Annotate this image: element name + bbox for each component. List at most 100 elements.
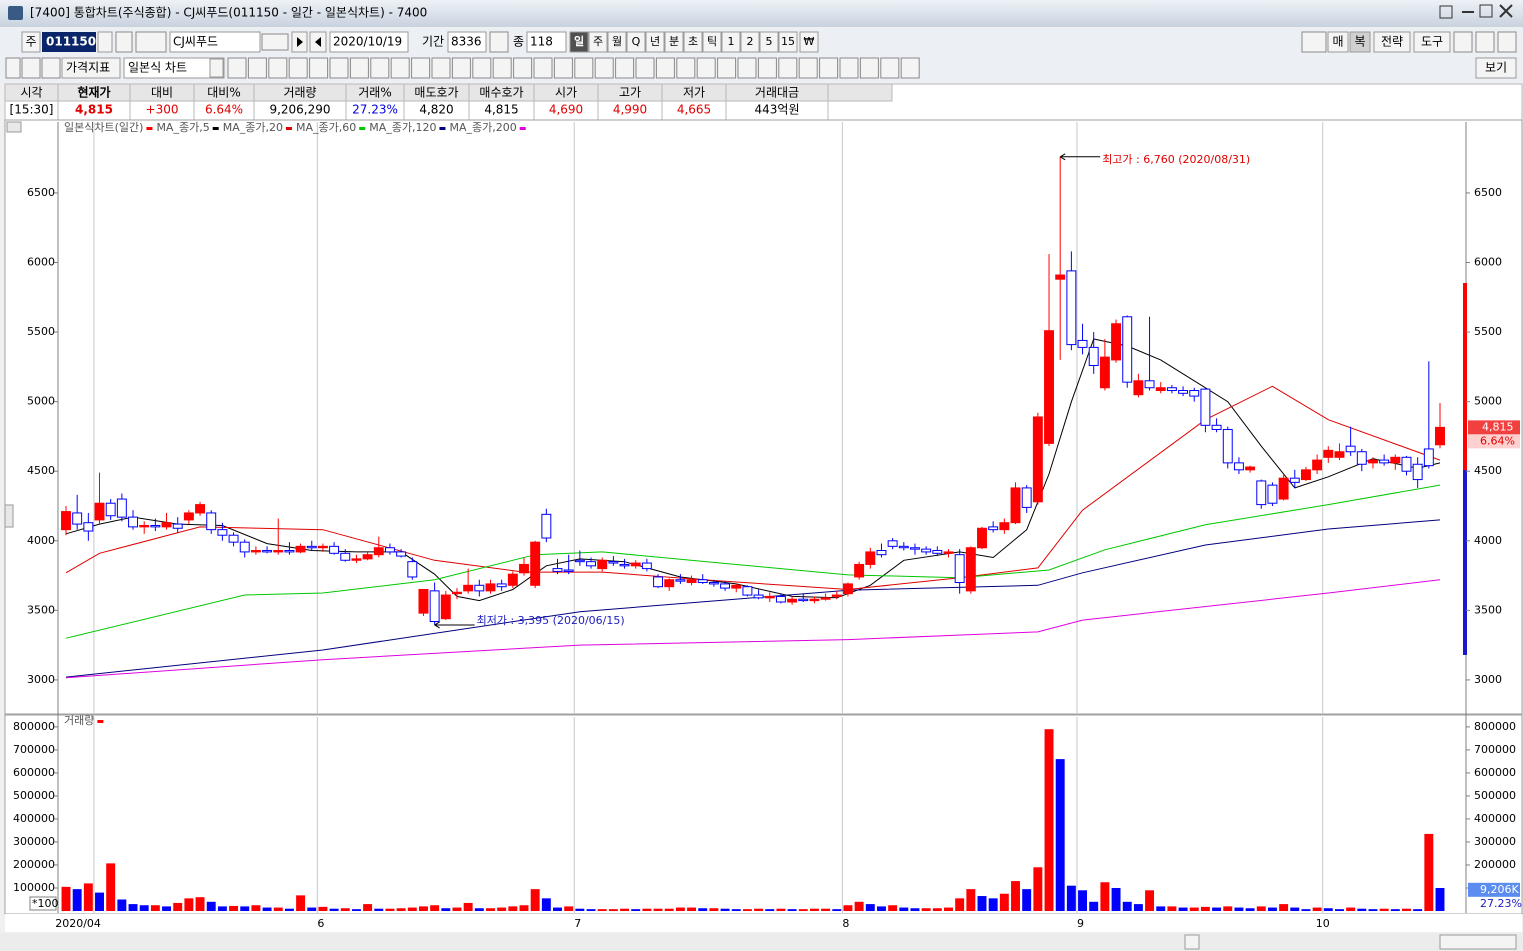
search-button[interactable] [115,31,133,53]
draw-tool[interactable] [757,57,777,79]
count-input[interactable] [526,31,567,53]
volume-bar [731,909,741,911]
edit-button[interactable] [41,57,61,79]
restore-button[interactable] [1439,5,1453,19]
draw-tool[interactable] [268,57,288,79]
candle-body [787,598,798,603]
legend-marker [359,127,366,130]
scroll-button[interactable] [1184,934,1200,950]
y2-tick-label: 6500 [1474,186,1502,199]
column-header: 저가 [683,86,705,100]
interval-button[interactable] [683,31,703,53]
sort-button[interactable] [135,31,167,53]
x-tick-label: 6 [317,917,324,930]
volume-bar [910,908,920,911]
interval-button[interactable] [569,31,589,53]
draw-tool[interactable] [227,57,247,79]
market-box[interactable] [21,31,41,53]
period-spin[interactable] [489,31,509,53]
view-button[interactable] [1475,57,1517,79]
draw-tool[interactable] [451,57,471,79]
tool-button[interactable] [1413,31,1451,53]
draw-tool[interactable] [859,57,879,79]
date-input[interactable] [329,31,409,53]
draw-tool[interactable] [553,57,573,79]
draw-tool[interactable] [533,57,553,79]
draw-tool[interactable] [696,57,716,79]
interval-buttons: 일 주 월 Q 년 분 초 틱 1 2 5 15 ₩ [569,31,819,53]
expand-button[interactable] [21,57,41,79]
interval-button[interactable] [740,31,760,53]
name-input[interactable] [169,31,261,53]
draw-tool[interactable] [288,57,308,79]
interval-button[interactable] [607,31,627,53]
volume-bar [519,905,529,911]
interval-button[interactable] [626,31,646,53]
code-dropdown[interactable] [97,31,113,53]
open-button[interactable] [1453,31,1473,53]
draw-tool[interactable] [798,57,818,79]
draw-tool[interactable] [900,57,920,79]
draw-tool[interactable] [492,57,512,79]
draw-tool[interactable] [594,57,614,79]
volume-bar [374,908,384,911]
candle-body [1300,469,1311,481]
tool-button[interactable] [1327,31,1349,53]
candle-body [340,552,351,561]
settings-button[interactable] [1497,31,1517,53]
draw-tool[interactable] [472,57,492,79]
tool-button[interactable] [1349,31,1371,53]
draw-tool[interactable] [247,57,267,79]
draw-tool[interactable] [819,57,839,79]
draw-tool[interactable] [880,57,900,79]
draw-tool[interactable] [411,57,431,79]
small-buttons[interactable] [261,33,289,51]
interval-button[interactable] [759,31,779,53]
cloud-button[interactable] [1301,31,1327,53]
chart-style-dropdown[interactable] [209,58,224,78]
draw-tool[interactable] [655,57,675,79]
code-input[interactable] [42,32,96,52]
tool-button[interactable] [1373,31,1411,53]
draw-tool[interactable] [431,57,451,79]
zoom-controls[interactable] [1205,935,1435,949]
side-toggle[interactable] [4,504,14,528]
draw-tool[interactable] [717,57,737,79]
draw-tool[interactable] [513,57,533,79]
draw-tool[interactable] [349,57,369,79]
draw-tool[interactable] [329,57,349,79]
draw-tool[interactable] [574,57,594,79]
up-button[interactable] [5,57,21,79]
maximize-button[interactable] [1479,4,1493,18]
candle-body [541,513,552,539]
indicator-button[interactable] [61,57,121,79]
interval-button[interactable] [645,31,665,53]
interval-button[interactable] [778,31,798,53]
close-button[interactable] [1499,4,1513,18]
draw-tool[interactable] [676,57,696,79]
candle-body [675,579,686,582]
interval-button[interactable] [799,31,819,53]
draw-tool[interactable] [635,57,655,79]
window-controls[interactable] [1439,4,1513,19]
draw-tool[interactable] [309,57,329,79]
interval-button[interactable] [702,31,722,53]
panel-toggle[interactable] [6,121,22,133]
save-button[interactable] [1475,31,1495,53]
interval-button[interactable] [721,31,741,53]
tool-button-label: 전략 [1381,35,1403,49]
draw-tool[interactable] [839,57,859,79]
draw-tool[interactable] [615,57,635,79]
interval-button[interactable] [664,31,684,53]
draw-tool[interactable] [370,57,390,79]
chart-style-select[interactable] [123,57,225,79]
draw-tool[interactable] [737,57,757,79]
period-input[interactable] [447,31,487,53]
view: 보기 [1485,61,1507,75]
draw-tool[interactable] [390,57,410,79]
interval-button[interactable] [588,31,608,53]
zoom-slider[interactable] [1439,934,1517,950]
draw-tool[interactable] [778,57,798,79]
plot: 2020/04 6 7 8 9 10 3000 3000 3500 3500 4000 4000 450… [13,120,1522,930]
candle-body [262,550,273,553]
